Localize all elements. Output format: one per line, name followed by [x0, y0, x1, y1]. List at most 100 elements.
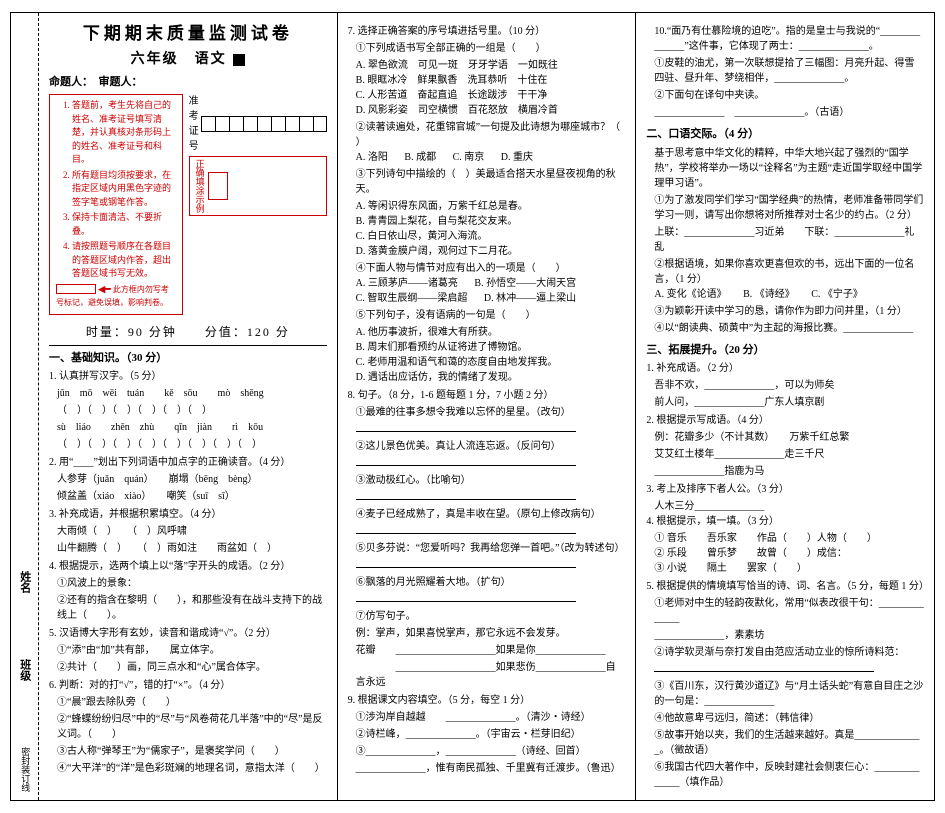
section-1-head: 一、基础知识。（30 分） [49, 350, 327, 367]
q12-l2: 前人问，______________广东人填京剧 [654, 395, 924, 410]
q8-p3: ③激动极红心。（比喻句） [356, 473, 626, 488]
binding-gutter: 姓名 班级 密封装订线 [11, 13, 39, 800]
exam-sheet: 姓名 班级 密封装订线 下期期末质量监测试卷 六年级 语文 命题人： 审题人： … [10, 12, 935, 801]
q2-l1: 人参芽（juǎn quán） 崩塌（bēng bèng） [57, 472, 327, 487]
rect-icon [56, 284, 96, 294]
instructions-box: 答题前，考生先将自己的姓名、准考证号填写清楚，并认真核对条形码上的姓名、准考证号… [49, 94, 183, 315]
q4-head: 4. 根据提示，选两个填上以“落”字开头的成语。（2 分） [49, 559, 327, 574]
answer-blank[interactable] [356, 431, 576, 432]
q10-l1: ①皮鞋的油尤，第一次联想提拾了三幅图：月亮升起、得雪四驻、昼升年、梦绕相伴，__… [654, 56, 924, 86]
column-1: 下期期末质量监测试卷 六年级 语文 命题人： 审题人： 答题前，考生先将自己的姓… [39, 13, 337, 800]
q15-l8: ⑥我国古代四大著作中，反映封建社会侧衷仨心：______________（填作品… [654, 760, 924, 790]
opt: D. 遇话出应话仿，我的情绪了发现。 [356, 370, 626, 385]
opt: D. 林冲——逼上梁山 [484, 291, 576, 306]
opt: A. 他历事波折，很难大有所获。 [356, 325, 626, 340]
q7-p5: ⑤下列句子，没有语病的一句是（ ） [356, 308, 626, 323]
columns: 下期期末质量监测试卷 六年级 语文 命题人： 审题人： 答题前，考生先将自己的姓… [39, 13, 934, 800]
opt: A. 等闲识得东风面，万紫千红总是春。 [356, 199, 626, 214]
section-1: 一、基础知识。（30 分） 1. 认真拼写汉字。（5 分） jūn mō wēi… [49, 345, 327, 777]
q1-l1: jūn mō wēi tuán kě sōu mò shēng [57, 386, 327, 401]
opt: B. 成都 [404, 150, 436, 165]
q7-p4o: A. 三顾茅庐——诸葛亮 B. 孙悟空——大闹天宫 C. 智取生辰纲——梁启超 … [356, 276, 626, 306]
q9-head: 9. 根据课文内容填空。（5 分，每空 1 分） [348, 693, 626, 708]
q9-l1: ①涉沟岸自越越 ______________。（清沙・诗经） [356, 710, 626, 725]
q14-head: 3. 考上及排序下者人公。（3 分） [646, 482, 924, 497]
q12: 1. 补充成语。（2 分） 吾非不欢，______________，可以为师矣 … [646, 361, 924, 410]
q11-l2: 上联：______________习近弟 下联：______________礼乱 [654, 225, 924, 255]
q1-head: 1. 认真拼写汉字。（5 分） [49, 369, 327, 384]
answer-blank[interactable] [654, 671, 874, 672]
answer-blank[interactable] [356, 465, 576, 466]
black-marker-icon [233, 54, 245, 66]
opt: A. 变化《论语》 [654, 287, 726, 302]
q15-l1: ①老师对中生的轻韵夜默化，常用“似表改很干句：______________ [654, 596, 924, 626]
instruction-item: 答题前，考生先将自己的姓名、准考证号填写清楚，并认真核对条形码上的姓名、准考证号… [72, 99, 176, 167]
q5-head: 5. 汉语博大字形有玄妙，读音和谐成诗“√”。（2 分） [49, 626, 327, 641]
time-score: 时量：90 分钟 分值：120 分 [49, 323, 327, 341]
q4: 4. 根据提示，选两个填上以“落”字开头的成语。（2 分） ①风波上的景象： ②… [49, 559, 327, 623]
instructions-list: 答题前，考生先将自己的姓名、准考证号填写清楚，并认真核对条形码上的姓名、准考证号… [56, 99, 176, 281]
q8-p6: ⑥飘落的月光照耀着大地。（扩句） [356, 575, 626, 590]
answer-blank[interactable] [356, 567, 576, 568]
q4-l1: ①风波上的景象： [57, 576, 327, 591]
q11-l5: ④以“朗读典、硕黄中”为主起的海报比赛。______________ [654, 321, 924, 336]
q15-l2: ______________，素素坊 [654, 628, 924, 643]
q8: 8. 句子。（8 分，1-6 题每题 1 分，7 小题 2 分） ①最难的往事多… [348, 388, 626, 690]
q6-l2: ②“蜂蝶纷纷归尽”中的“尽”与“风卷荷花几半落”中的“尽”是反义词。（ ） [57, 712, 327, 742]
q15-l7: ⑤故事开始以夹，我们的生活越来越好。真是______________。（徵故语） [654, 728, 924, 758]
q7-head: 7. 选择正确答案的序号填进括号里。（10 分） [348, 24, 626, 39]
opt: A. 洛阳 [356, 150, 388, 165]
opt: C. 人形苦道 奋起直追 长途跋涉 干干净 [356, 88, 626, 103]
q11: 基于思考意中华文化的精粹，中华大地兴起了强烈的“国学热”，学校将举办一场以“诠释… [646, 146, 924, 336]
q10-hd: 10.“面乃有仕慕险境的迫吃”。指的是皇士与我说的“______________… [654, 24, 924, 54]
seal-line-label: 密封装订线 [18, 747, 32, 792]
q7-p1: ①下列成语书写全部正确的一组是（ ） [356, 41, 626, 56]
opt: D. 落黄金膜户阔，观何过下二月花。 [356, 244, 626, 259]
q3: 3. 补充成语，并根据积累填空。（4 分） 大雨倾（ ） （ ）风呼啸 山牛翻腾… [49, 507, 327, 556]
q7-p4: ④下面人物与情节对应有出入的一项是（ ） [356, 261, 626, 276]
answer-blank[interactable] [356, 601, 576, 602]
header-pair: 答题前，考生先将自己的姓名、准考证号填写清楚，并认真核对条形码上的姓名、准考证号… [49, 94, 327, 315]
opt: B. 青青园上梨花，自与梨花交友来。 [356, 214, 626, 229]
q7-p3: ③下列诗句中描绘的（ ）美最适合搭天水星昼夜视角的秋天。 [356, 167, 626, 197]
authors-line: 命题人： 审题人： [49, 74, 327, 91]
opt: D. 风影彩姿 司空横惯 百花怒放 横眉冷首 [356, 103, 626, 118]
q11-l4: ③为颖彰开读中学习的恳，请你作为即力问并里，（1 分） [654, 304, 924, 319]
q11-l1: ①为了激发同学们学习“国学经典”的热情，老师准备带同学们学习一则，请写出你想将对… [654, 193, 924, 223]
q6: 6. 判断：对的打“√”，错的打“×”。（4 分） ①“晨”跟去除队旁（ ） ②… [49, 678, 327, 776]
exam-id-boxes [201, 116, 327, 132]
opt: A. 三顾茅庐——诸葛亮 [356, 276, 458, 291]
q3-l2: 山牛翻腾（ ） （ ）雨如注 雨盆如（ ） [57, 541, 327, 556]
q9-l3: ③______________，______________（诗经、回首） [356, 744, 626, 759]
answer-blank[interactable] [356, 533, 576, 534]
fill-example-box: 正确填涂示例 [189, 156, 327, 216]
answer-blank[interactable] [356, 499, 576, 500]
q3-l1: 大雨倾（ ） （ ）风呼啸 [57, 524, 327, 539]
opt: B. 眼眶冰冷 鲜果飘香 洗耳恭听 十住在 [356, 73, 626, 88]
q8-p5: ⑤贝多芬说：“您爱听吗？我再给您弹一首吧。”（改为转述句） [356, 541, 626, 556]
q15-l6: ④他故意卑弓远归，简述：（韩信律） [654, 711, 924, 726]
q5: 5. 汉语博大字形有玄妙，读音和谐成诗“√”。（2 分） ①“添”由“加”共有部… [49, 626, 327, 675]
q8-p7c: ____________________如果悲伤______________自言… [356, 660, 626, 690]
q4-l2: ②还有的指含在黎明（ ），和那些没有在战斗支持下的战线上（ ）。 [57, 593, 327, 623]
q9-l2: ②诗栏峰，______________。（宇宙云・栏芽旧纪） [356, 727, 626, 742]
q13: 2. 根据提示写成语。（4 分） 例：花瓣多少（不计其数） 万紫千红总繁 艾艾红… [646, 413, 924, 479]
q2-head: 2. 用“____”划出下列词语中加点字的正确读音。（4 分） [49, 455, 327, 470]
instruction-item: 请按照题号顺序在各题目的答题区域内作答，超出答题区域书写无效。 [72, 240, 176, 281]
q10: 10.“面乃有仕慕险境的迫吃”。指的是皇士与我说的“______________… [646, 24, 924, 120]
section-2-head: 二、口语交际。（4 分） [646, 126, 924, 143]
q11-l3: ②根据语境，如果你喜欢更喜但欢的书，远出下面的一位名言，（1 分） [654, 257, 924, 287]
q14: 3. 考上及排序下者人公。（3 分） 人木三分______________ 4.… [646, 482, 924, 576]
q14-table: ① 音乐 吾乐家 作品（ ）人物（ ） ② 乐段 曾乐梦 故曾（ ）成信： ③ … [654, 531, 924, 576]
opt: C. 老师用温和语气和蔼的态度自由地发挥我。 [356, 355, 626, 370]
q8-head: 8. 句子。（8 分，1-6 题每题 1 分，7 小题 2 分） [348, 388, 626, 403]
q8-p4: ④麦子已经成熟了，真是丰收在望。（原句上修改病句） [356, 507, 626, 522]
opt: A. 翠色欲流 可见一斑 牙牙学语 一如既往 [356, 58, 626, 73]
exam-id-row: 准考证号 [189, 94, 327, 154]
opt: C. 白日依山尽，黄河入海流。 [356, 229, 626, 244]
q3-head: 3. 补充成语，并根据积累填空。（4 分） [49, 507, 327, 522]
q15: 5. 根据提供的情境填写恰当的诗、词、名言。（5 分，每题 1 分） ①老师对中… [646, 579, 924, 790]
q6-l4: ④“大平洋”的“洋”是色彩斑斓的地理名词，意指太洋（ ） [57, 761, 327, 776]
id-example-box: 准考证号 正确填涂示例 [189, 94, 327, 315]
q11-opts: A. 变化《论语》 B. 《诗经》 C. 《宁子》 [654, 287, 924, 302]
